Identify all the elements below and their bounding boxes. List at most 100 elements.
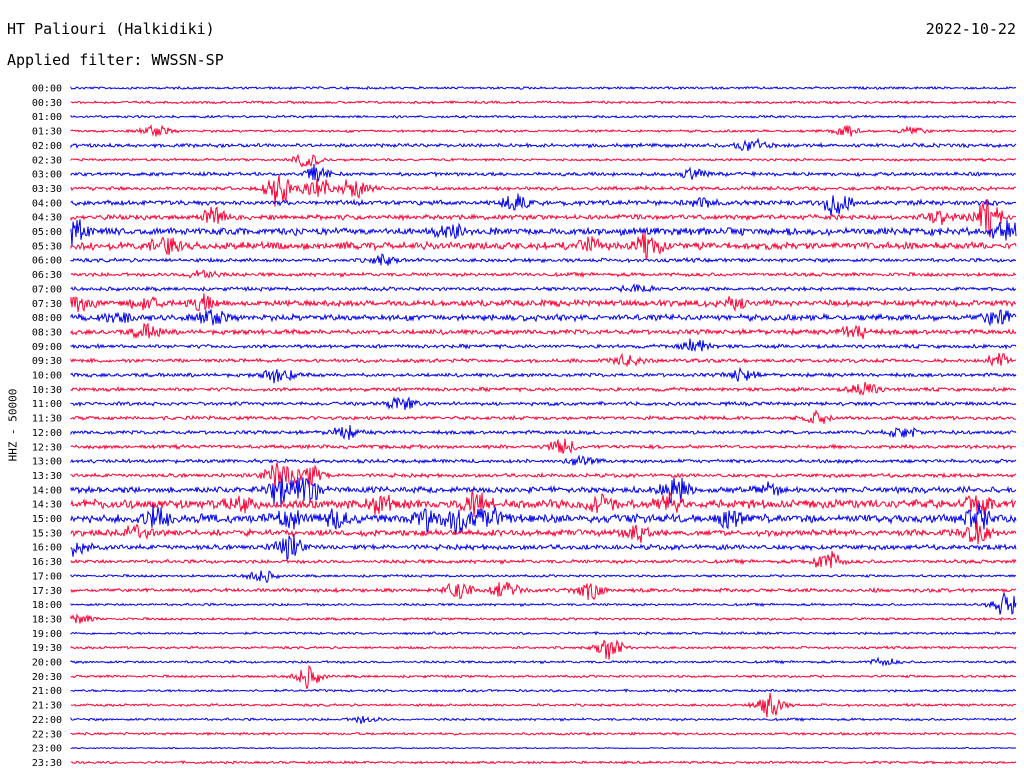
time-tick-label: 06:30 (32, 270, 62, 281)
station-title: HT Paliouri (Halkidiki) (7, 20, 215, 38)
trace-1300 (70, 454, 1017, 466)
trace-0300 (70, 163, 1017, 182)
time-tick-label: 04:30 (32, 213, 62, 224)
time-tick-label: 02:30 (32, 155, 62, 166)
trace-0000 (70, 85, 1017, 91)
time-tick-label: 11:00 (32, 399, 62, 410)
trace-0530 (70, 232, 1017, 259)
trace-2300 (70, 746, 1017, 750)
trace-group (70, 85, 1017, 765)
time-tick-label: 16:30 (32, 557, 62, 568)
time-tick-label: 21:00 (32, 686, 62, 697)
time-tick-label: 20:30 (32, 672, 62, 683)
time-tick-label: 19:00 (32, 629, 62, 640)
trace-1330 (70, 462, 1017, 490)
trace-0230 (70, 153, 1017, 168)
time-tick-label: 02:00 (32, 141, 62, 152)
trace-1200 (70, 425, 1017, 440)
trace-0700 (70, 283, 1017, 294)
trace-1500 (70, 502, 1017, 535)
time-tick-label: 18:30 (32, 614, 62, 625)
trace-2100 (70, 688, 1017, 693)
time-tick-label: 11:30 (32, 414, 62, 425)
trace-0800 (70, 309, 1017, 327)
trace-1230 (70, 438, 1017, 455)
trace-0500 (70, 219, 1017, 247)
time-tick-label: 01:30 (32, 127, 62, 138)
time-tick-label: 16:00 (32, 543, 62, 554)
time-tick-label: 10:00 (32, 371, 62, 382)
time-tick-label: 15:30 (32, 528, 62, 539)
trace-0730 (70, 293, 1017, 313)
time-tick-label: 12:00 (32, 428, 62, 439)
time-tick-label: 23:30 (32, 758, 62, 769)
date-label: 2022-10-22 (925, 20, 1016, 38)
time-tick-label: 06:00 (32, 256, 62, 267)
time-tick-label: 14:30 (32, 500, 62, 511)
time-tick-label: 07:30 (32, 299, 62, 310)
time-tick-label: 17:00 (32, 571, 62, 582)
time-tick-label: 00:00 (32, 84, 62, 95)
trace-2030 (70, 664, 1017, 690)
trace-1700 (70, 570, 1017, 584)
time-tick-label: 08:00 (32, 313, 62, 324)
time-tick-label: 15:00 (32, 514, 62, 525)
time-tick-label: 03:00 (32, 170, 62, 181)
time-tick-label: 18:00 (32, 600, 62, 611)
trace-0830 (70, 322, 1017, 340)
time-tick-label: 07:00 (32, 284, 62, 295)
trace-1000 (70, 366, 1017, 384)
time-tick-label: 01:00 (32, 112, 62, 123)
trace-1800 (70, 591, 1017, 615)
trace-2200 (70, 715, 1017, 724)
time-tick-label: 05:30 (32, 241, 62, 252)
time-tick-label: 13:00 (32, 457, 62, 468)
filter-label: Applied filter: WWSSN-SP (7, 51, 224, 69)
trace-1100 (70, 396, 1017, 411)
trace-1030 (70, 381, 1017, 396)
trace-0130 (70, 123, 1017, 137)
time-tick-label: 20:00 (32, 658, 62, 669)
time-tick-label: 00:30 (32, 98, 62, 109)
trace-0900 (70, 338, 1017, 353)
trace-0630 (70, 269, 1017, 279)
time-tick-label: 09:00 (32, 342, 62, 353)
trace-1430 (70, 489, 1017, 518)
time-tick-label: 21:30 (32, 701, 62, 712)
trace-0430 (70, 199, 1017, 238)
trace-1930 (70, 639, 1017, 660)
trace-1530 (70, 520, 1017, 545)
time-tick-label: 03:30 (32, 184, 62, 195)
time-tick-label: 22:30 (32, 729, 62, 740)
trace-1730 (70, 581, 1017, 601)
trace-1130 (70, 409, 1017, 424)
trace-2230 (70, 731, 1017, 737)
trace-0100 (70, 114, 1017, 120)
trace-1600 (70, 534, 1017, 562)
time-tick-group: 00:00 00:30 01:00 01:30 02:00 02:30 03:00 03:30… (32, 84, 62, 769)
trace-0330 (70, 174, 1017, 207)
time-tick-label: 12:30 (32, 442, 62, 453)
time-tick-label: 04:00 (32, 198, 62, 209)
time-tick-label: 13:30 (32, 471, 62, 482)
time-tick-label: 05:00 (32, 227, 62, 238)
time-tick-label: 14:00 (32, 485, 62, 496)
trace-2130 (70, 692, 1017, 718)
trace-0400 (70, 193, 1017, 216)
trace-1400 (70, 474, 1017, 506)
trace-0030 (70, 99, 1017, 105)
trace-0600 (70, 253, 1017, 266)
trace-0200 (70, 137, 1017, 152)
trace-0930 (70, 352, 1017, 368)
time-tick-label: 10:30 (32, 385, 62, 396)
trace-1830 (70, 613, 1017, 624)
trace-1900 (70, 630, 1017, 636)
time-tick-label: 19:30 (32, 643, 62, 654)
trace-2000 (70, 656, 1017, 667)
trace-2330 (70, 759, 1017, 765)
time-tick-label: 17:30 (32, 586, 62, 597)
time-tick-label: 22:00 (32, 715, 62, 726)
time-tick-label: 08:30 (32, 327, 62, 338)
trace-1630 (70, 551, 1017, 569)
